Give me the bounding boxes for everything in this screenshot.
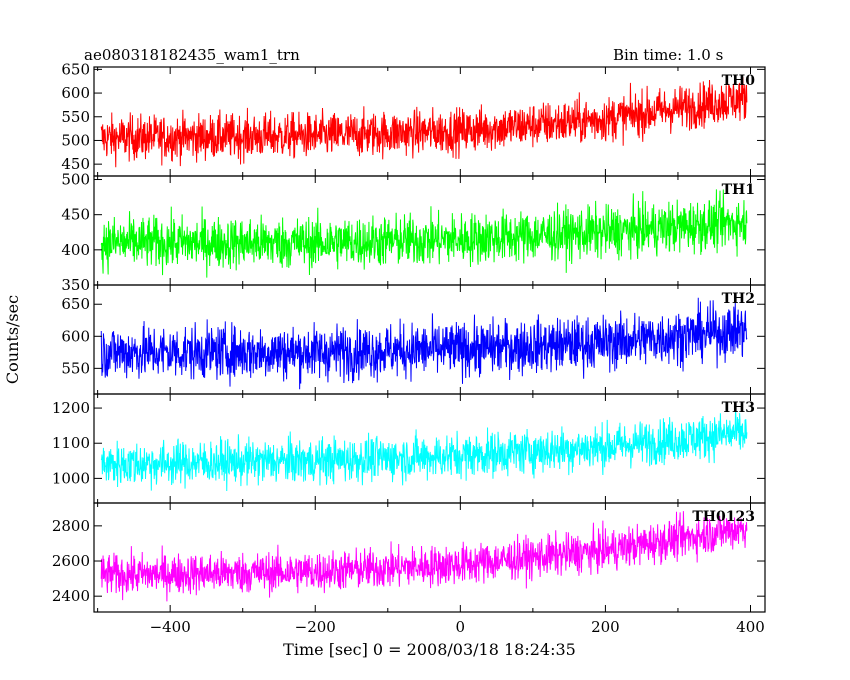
y-tick-label: 650 [61, 295, 90, 313]
y-axis-label: Counts/sec [3, 295, 22, 384]
y-tick-label: 600 [61, 327, 90, 345]
series-line-th3 [100, 406, 748, 492]
panel-label-th0: TH0 [722, 73, 756, 89]
y-tick-label: 400 [61, 241, 90, 259]
series-line-th1 [100, 189, 748, 278]
y-tick-label: 2800 [52, 517, 90, 535]
series-line-th0 [100, 77, 748, 168]
x-tick-label: −400 [150, 618, 191, 636]
y-tick-label: 2400 [52, 587, 90, 605]
panel-label-th2: TH2 [722, 291, 755, 307]
y-tick-label: 1100 [52, 434, 90, 452]
y-tick-label: 450 [61, 206, 90, 224]
series-line-th0123 [100, 511, 748, 602]
y-tick-label: 500 [61, 131, 90, 149]
y-tick-label: 1000 [52, 469, 90, 487]
chart-title: ae080318182435_wam1_trn [84, 46, 300, 64]
y-tick-label: 500 [61, 171, 90, 189]
x-tick-label: 200 [591, 618, 620, 636]
panel-frame-th0123 [93, 502, 766, 613]
x-axis-label: Time [sec] 0 = 2008/03/18 18:24:35 [283, 640, 576, 659]
bin-time-label: Bin time: 1.0 s [613, 46, 724, 64]
y-tick-label: 550 [61, 359, 90, 377]
y-tick-label: 550 [61, 108, 90, 126]
x-tick-label: 0 [456, 618, 466, 636]
y-tick-label: 450 [61, 155, 90, 173]
x-tick-label: 400 [736, 618, 765, 636]
y-tick-label: 1200 [52, 399, 90, 417]
y-tick-label: 350 [61, 276, 90, 294]
panel-label-th3: TH3 [722, 400, 755, 416]
y-tick-label: 2600 [52, 552, 90, 570]
panel-label-th0123: TH0123 [692, 509, 755, 525]
y-tick-label: 650 [61, 60, 90, 78]
x-tick-label: −200 [295, 618, 336, 636]
panel-label-th1: TH1 [722, 182, 755, 198]
series-line-th2 [100, 297, 748, 390]
y-tick-label: 600 [61, 84, 90, 102]
